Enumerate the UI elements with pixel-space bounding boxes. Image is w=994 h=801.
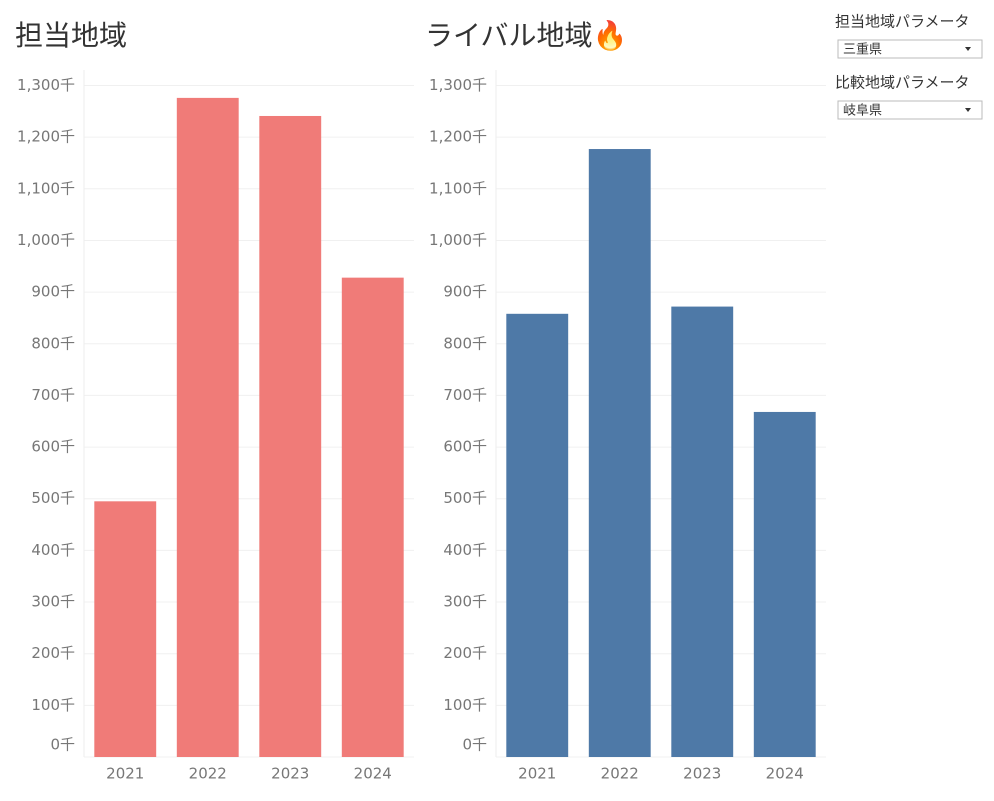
control-label: 比較地域パラメータ: [835, 74, 970, 92]
y-tick-label: 100千: [31, 696, 75, 714]
x-tick-label: 2023: [271, 765, 309, 783]
y-tick-label: 1,200千: [429, 128, 487, 146]
y-tick-label: 200千: [443, 644, 487, 662]
y-tick-label: 800千: [31, 334, 75, 352]
y-tick-label: 800千: [443, 334, 487, 352]
y-tick-label: 1,100千: [429, 179, 487, 197]
y-tick-label: 500千: [443, 489, 487, 507]
y-tick-label: 700千: [443, 386, 487, 404]
y-tick-label: 100千: [443, 696, 487, 714]
y-tick-label: 1,300千: [17, 76, 75, 94]
bar: [176, 97, 239, 757]
y-tick-label: 600千: [443, 438, 487, 456]
dropdown-arrow[interactable]: [965, 108, 971, 112]
y-tick-label: 1,000千: [429, 231, 487, 249]
bar: [753, 411, 816, 757]
y-tick-label: 1,100千: [17, 179, 75, 197]
dropdown[interactable]: [837, 100, 983, 120]
dropdown-value[interactable]: 岐阜県: [843, 103, 882, 119]
x-tick-label: 2024: [766, 765, 804, 783]
y-tick-label: 1,200千: [17, 128, 75, 146]
chart-title: 担当地域: [15, 19, 127, 52]
y-tick-label: 900千: [443, 283, 487, 301]
x-tick-label: 2024: [354, 765, 392, 783]
x-tick-label: 2022: [601, 765, 639, 783]
x-tick-label: 2021: [518, 765, 556, 783]
bar: [671, 306, 734, 757]
bar: [506, 313, 569, 757]
dropdown-value[interactable]: 三重県: [843, 42, 882, 58]
x-tick-label: 2022: [189, 765, 227, 783]
bar: [341, 277, 404, 757]
y-tick-label: 400千: [31, 541, 75, 559]
y-tick-label: 300千: [31, 593, 75, 611]
x-tick-label: 2023: [683, 765, 721, 783]
y-tick-label: 0千: [50, 736, 75, 754]
x-tick-label: 2021: [106, 765, 144, 783]
control-label: 担当地域パラメータ: [835, 13, 970, 31]
y-tick-label: 900千: [31, 283, 75, 301]
y-tick-label: 700千: [31, 386, 75, 404]
chart-title: ライバル地域🔥: [425, 19, 627, 52]
dropdown[interactable]: [837, 39, 983, 59]
y-tick-label: 300千: [443, 593, 487, 611]
y-tick-label: 500千: [31, 489, 75, 507]
dropdown-arrow[interactable]: [965, 47, 971, 51]
y-tick-label: 600千: [31, 438, 75, 456]
y-tick-label: 400千: [443, 541, 487, 559]
bar: [94, 501, 157, 757]
y-tick-label: 200千: [31, 644, 75, 662]
bar: [588, 149, 651, 757]
y-tick-label: 1,000千: [17, 231, 75, 249]
y-tick-label: 0千: [462, 736, 487, 754]
y-tick-label: 1,300千: [429, 76, 487, 94]
bar: [259, 115, 322, 758]
